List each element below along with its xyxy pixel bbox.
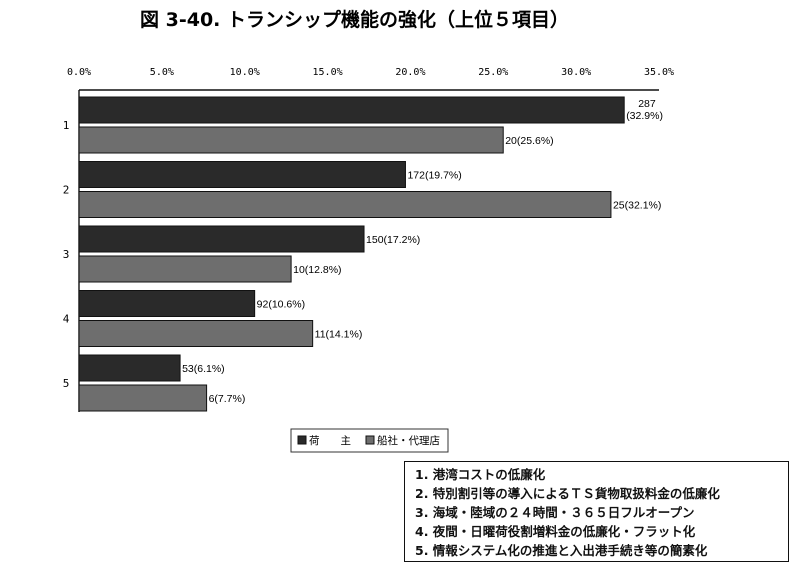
- bar-shipper: [78, 225, 365, 253]
- bar-carrier: [78, 255, 292, 283]
- x-tick-label: 25.0%: [478, 67, 508, 78]
- x-tick-label: 30.0%: [561, 67, 591, 78]
- category-labels: 1 2 3 4 5: [63, 119, 70, 390]
- x-tick-label: 15.0%: [313, 67, 343, 78]
- legend-swatch-carrier: [365, 435, 375, 445]
- item-note-4: 4. 夜間・日曜荷役割増料金の低廉化・フラット化: [415, 524, 696, 539]
- bar-carrier: [78, 320, 314, 347]
- bar-carrier: [78, 126, 504, 154]
- data-label: 20(25.6%): [505, 135, 553, 147]
- bar-shipper: [78, 290, 256, 317]
- x-axis-ticks: 0.0% 5.0% 10.0% 15.0% 20.0% 25.0% 30.0% 35.0%: [67, 67, 674, 78]
- legend: 荷 主 船社・代理店: [290, 428, 449, 453]
- bar-carrier: [78, 191, 612, 218]
- data-label: 287: [638, 98, 656, 110]
- data-labels: 287(32.9%) 20(25.6%) 172(19.7%) 25(32.1%) 15…: [182, 98, 663, 405]
- data-label: 150(17.2%): [366, 234, 420, 246]
- data-label: 53(6.1%): [182, 363, 225, 375]
- category-label: 2: [63, 184, 70, 197]
- data-label: 172(19.7%): [407, 170, 461, 182]
- legend-label-shipper: 荷 主: [309, 435, 351, 447]
- item-note-3: 3. 海域・陸域の２４時間・３６５日フルオープン: [415, 505, 695, 520]
- item-note-1: 1. 港湾コストの低廉化: [415, 467, 546, 482]
- item-note-2: 2. 特別割引等の導入によるＴＳ貨物取扱料金の低廉化: [415, 486, 720, 501]
- item-legend-box: 1. 港湾コストの低廉化 2. 特別割引等の導入によるＴＳ貨物取扱料金の低廉化 …: [404, 461, 789, 562]
- item-note-5: 5. 情報システム化の推進と入出港手続き等の簡素化: [415, 543, 708, 558]
- category-label: 3: [63, 248, 70, 261]
- data-label: 11(14.1%): [315, 329, 363, 341]
- data-label: 10(12.8%): [293, 264, 341, 276]
- category-label: 4: [63, 313, 70, 326]
- x-tick-label: 5.0%: [150, 67, 174, 78]
- legend-label-carrier: 船社・代理店: [377, 434, 440, 447]
- chart-title: 図 3-40. トランシップ機能の強化（上位５項目）: [140, 8, 569, 31]
- category-label: 5: [63, 377, 70, 390]
- x-tick-label: 35.0%: [644, 67, 674, 78]
- data-label: (32.9%): [626, 110, 663, 122]
- bar-shipper: [78, 354, 181, 382]
- data-label: 6(7.7%): [209, 393, 246, 405]
- legend-swatch-shipper: [297, 435, 307, 445]
- bar-shipper: [78, 96, 625, 124]
- x-tick-label: 20.0%: [395, 67, 425, 78]
- data-label: 25(32.1%): [613, 200, 661, 212]
- x-tick-label: 10.0%: [230, 67, 260, 78]
- data-label: 92(10.6%): [257, 299, 305, 311]
- bars: [78, 96, 625, 412]
- bar-shipper: [78, 161, 406, 188]
- x-tick-label: 0.0%: [67, 67, 91, 78]
- category-label: 1: [63, 119, 70, 132]
- bar-carrier: [78, 384, 208, 412]
